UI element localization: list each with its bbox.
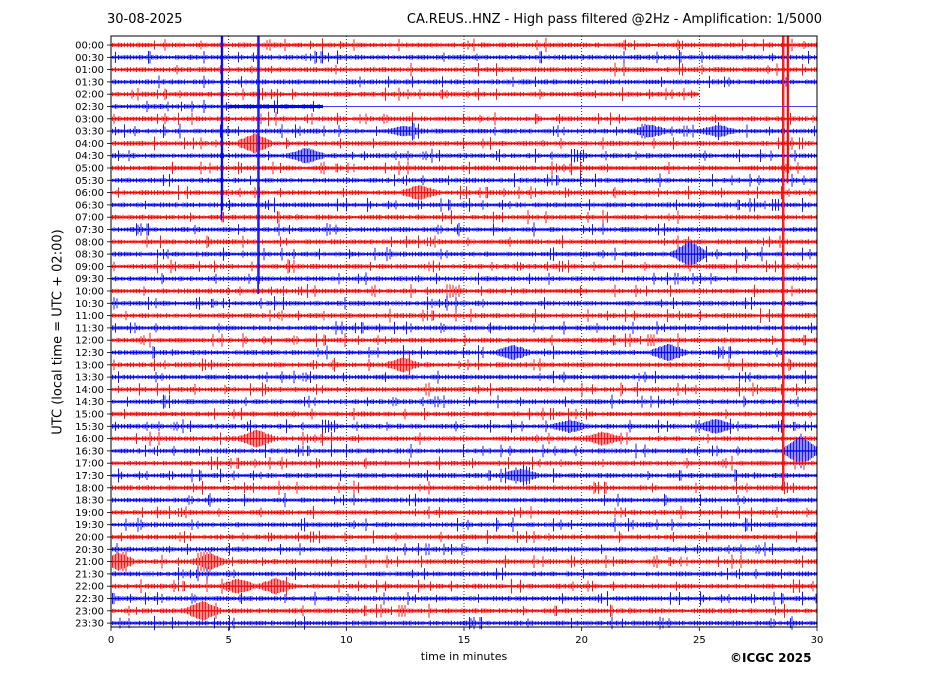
chart-title: CA.REUS..HNZ - High pass filtered @2Hz -… xyxy=(406,12,822,27)
y-tick-label: 21:30 xyxy=(75,569,104,580)
y-tick-label: 10:00 xyxy=(75,287,104,298)
y-tick-label: 02:00 xyxy=(75,90,104,101)
x-tick-label: 0 xyxy=(108,635,114,646)
y-tick-label: 18:30 xyxy=(75,496,104,507)
y-tick-label: 20:00 xyxy=(75,533,104,544)
copyright-label: ©ICGC 2025 xyxy=(730,651,812,665)
y-tick-label: 21:00 xyxy=(75,557,104,568)
y-tick-label: 19:30 xyxy=(75,520,104,531)
x-tick-label: 15 xyxy=(458,635,471,646)
y-tick-label: 03:30 xyxy=(75,127,104,138)
y-tick-label: 12:30 xyxy=(75,348,104,359)
y-tick-label: 23:30 xyxy=(75,619,104,630)
y-tick-label: 19:00 xyxy=(75,508,104,519)
grid-lines xyxy=(228,36,700,627)
y-tick-label: 18:00 xyxy=(75,483,104,494)
y-tick-label: 00:00 xyxy=(75,41,104,52)
y-tick-label: 14:30 xyxy=(75,397,104,408)
y-tick-label: 09:30 xyxy=(75,274,104,285)
spike-group xyxy=(220,36,790,491)
y-tick-label: 13:00 xyxy=(75,360,104,371)
y-tick-label: 15:30 xyxy=(75,422,104,433)
y-tick-label: 11:30 xyxy=(75,323,104,334)
x-tick-label: 20 xyxy=(575,635,588,646)
y-tick-label: 01:00 xyxy=(75,65,104,76)
y-tick-label: 02:30 xyxy=(75,102,104,113)
y-tick-label: 09:00 xyxy=(75,262,104,273)
y-tick-label: 16:30 xyxy=(75,446,104,457)
y-tick-label: 08:30 xyxy=(75,250,104,261)
x-tick-group: 0 5 10 15 20 25 30 xyxy=(108,627,824,646)
y-tick-label: 22:30 xyxy=(75,594,104,605)
y-tick-label: 17:30 xyxy=(75,471,104,482)
y-tick-label: 06:00 xyxy=(75,188,104,199)
y-tick-label: 00:30 xyxy=(75,53,104,64)
y-tick-label: 16:00 xyxy=(75,434,104,445)
y-tick-label: 03:00 xyxy=(75,114,104,125)
y-tick-label: 05:00 xyxy=(75,164,104,175)
y-tick-label: 08:00 xyxy=(75,237,104,248)
y-tick-label: 06:30 xyxy=(75,200,104,211)
trace-group xyxy=(110,37,817,631)
y-tick-label: 20:30 xyxy=(75,545,104,556)
y-tick-label: 11:00 xyxy=(75,311,104,322)
y-tick-label: 17:00 xyxy=(75,459,104,470)
y-tick-label: 07:30 xyxy=(75,225,104,236)
x-tick-label: 30 xyxy=(811,635,824,646)
y-tick-label: 23:00 xyxy=(75,606,104,617)
y-tick-label: 13:30 xyxy=(75,373,104,384)
y-tick-label: 05:30 xyxy=(75,176,104,187)
y-tick-label: 04:00 xyxy=(75,139,104,150)
x-tick-label: 5 xyxy=(225,635,231,646)
date-label: 30-08-2025 xyxy=(107,12,183,27)
y-tick-label: 10:30 xyxy=(75,299,104,310)
trace-wiggle xyxy=(110,87,700,102)
y-tick-label: 07:00 xyxy=(75,213,104,224)
y-tick-label: 12:00 xyxy=(75,336,104,347)
x-tick-label: 10 xyxy=(340,635,353,646)
x-axis-label: time in minutes xyxy=(420,650,508,663)
y-tick-label: 15:00 xyxy=(75,410,104,421)
y-tick-label: 14:00 xyxy=(75,385,104,396)
x-tick-label: 25 xyxy=(693,635,706,646)
y-tick-label: 04:30 xyxy=(75,151,104,162)
y-tick-label: 22:00 xyxy=(75,582,104,593)
y-tick-label: 01:30 xyxy=(75,77,104,88)
